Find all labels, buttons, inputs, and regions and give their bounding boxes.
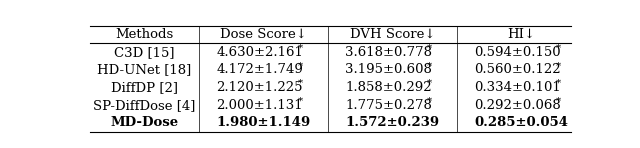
Text: 3.618±0.778: 3.618±0.778 (345, 46, 432, 59)
Text: *: * (556, 44, 561, 53)
Text: 0.285±0.054: 0.285±0.054 (474, 116, 568, 129)
Text: 4.172±1.749: 4.172±1.749 (216, 63, 303, 76)
Text: 0.292±0.068: 0.292±0.068 (474, 99, 561, 112)
Text: 1.980±1.149: 1.980±1.149 (216, 116, 310, 129)
Text: 0.334±0.101: 0.334±0.101 (474, 81, 561, 94)
Text: HD-UNet [18]: HD-UNet [18] (97, 63, 191, 76)
Text: SP-DiffDose [4]: SP-DiffDose [4] (93, 99, 196, 112)
Text: *: * (428, 62, 433, 70)
Text: C3D [15]: C3D [15] (114, 46, 175, 59)
Text: DVH Score↓: DVH Score↓ (349, 28, 435, 41)
Text: 3.195±0.608: 3.195±0.608 (345, 63, 432, 76)
Text: *: * (298, 44, 303, 53)
Text: 1.775±0.278: 1.775±0.278 (345, 99, 432, 112)
Text: *: * (298, 79, 303, 88)
Text: 0.594±0.150: 0.594±0.150 (474, 46, 561, 59)
Text: *: * (428, 44, 433, 53)
Text: 1.858±0.292: 1.858±0.292 (345, 81, 432, 94)
Text: DiffDP [2]: DiffDP [2] (111, 81, 178, 94)
Text: MD-Dose: MD-Dose (111, 116, 179, 129)
Text: 4.630±2.161: 4.630±2.161 (216, 46, 303, 59)
Text: 2.120±1.225: 2.120±1.225 (216, 81, 303, 94)
Text: 1.572±0.239: 1.572±0.239 (346, 116, 440, 129)
Text: *: * (556, 97, 561, 106)
Text: Dose Score↓: Dose Score↓ (220, 28, 307, 41)
Text: *: * (556, 62, 561, 70)
Text: Methods: Methods (115, 28, 173, 41)
Text: *: * (428, 79, 433, 88)
Text: 2.000±1.131: 2.000±1.131 (216, 99, 303, 112)
Text: *: * (556, 79, 561, 88)
Text: *: * (428, 97, 433, 106)
Text: *: * (298, 62, 303, 70)
Text: HI↓: HI↓ (508, 28, 536, 41)
Text: 0.560±0.122: 0.560±0.122 (474, 63, 561, 76)
Text: *: * (298, 97, 303, 106)
